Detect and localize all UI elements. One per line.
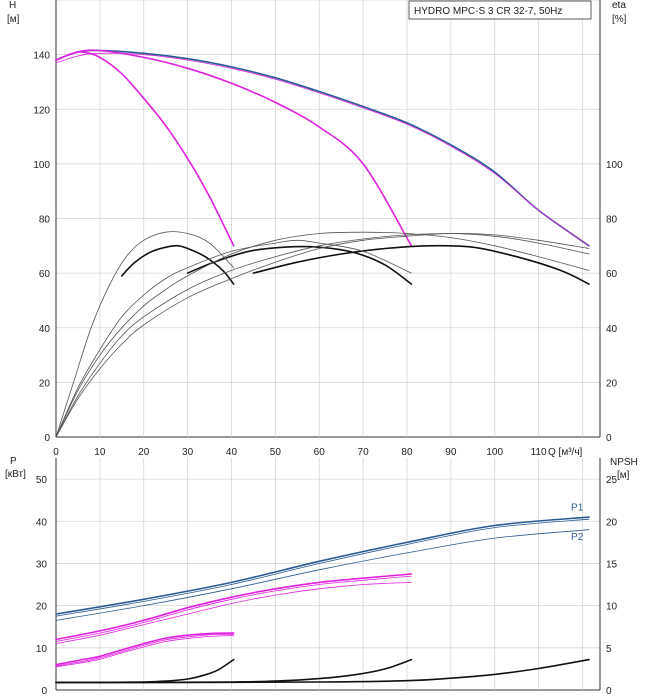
P1-curve [55,516,590,615]
head-tick-label: 40 [39,324,51,335]
power-tick-label: 50 [36,475,48,486]
efficiency-thin-curve [55,231,590,438]
npsh-tick-label: 15 [606,559,618,570]
eta-tick-label: 80 [606,215,618,226]
P2-curve [55,582,412,644]
eta-tick-label: 20 [606,378,618,389]
P1-curve [55,573,413,641]
head-tick-label: 60 [39,269,51,280]
NPSH-curve [55,658,413,684]
head-tick-label: 100 [33,160,50,171]
power-grid: 0 10 20 30 40 50 0 5 10 15 20 25 [36,458,618,697]
flow-tick-label: 50 [270,447,282,458]
P1-thin-curve [55,518,590,617]
flow-tick-label: 10 [94,447,106,458]
NPSH-curve [55,658,590,684]
head-curve [55,49,413,247]
flow-tick-labels: 0 10 20 30 40 50 60 70 80 90 100 110 [53,447,547,458]
power-tick-label: 30 [36,559,48,570]
power-tick-label: 0 [41,686,47,697]
npsh-tick-label: 5 [606,644,612,655]
head-curve [55,51,235,247]
flow-tick-label: 100 [486,447,503,458]
efficiency-curve [186,245,413,285]
head-tick-label: 140 [33,51,50,62]
head-grid: 0 20 40 60 80 100 120 140 0 20 40 60 80 100 [33,0,623,444]
power-axis-label: P [10,456,17,467]
efficiency-thin-curve [55,239,412,438]
power-npsh-curves [55,516,590,684]
flow-axis-label: Q [м³/ч] [548,447,583,458]
npsh-tick-label: 25 [606,475,618,486]
power-tick-label: 40 [36,517,48,528]
flow-tick-label: 40 [226,447,238,458]
efficiency-thin-curve [55,231,235,438]
power-tick-label: 20 [36,602,48,613]
npsh-axis-label: NPSH [610,457,638,468]
flow-tick-label: 90 [445,447,457,458]
head-curve [55,49,590,247]
P1-thin-curve [55,633,235,667]
flow-tick-label: 110 [531,447,547,458]
flow-tick-label: 20 [138,447,150,458]
eta-tick-label: 100 [606,160,623,171]
npsh-tick-label: 0 [606,686,612,697]
flow-tick-label: 60 [314,447,326,458]
head-tick-label: 20 [39,378,51,389]
P1-thin-curve [55,575,412,642]
P2-curve [55,529,590,621]
npsh-tick-label: 20 [606,517,618,528]
series-label-p2: P2 [571,532,584,543]
flow-tick-label: 80 [401,447,413,458]
eta-tick-label: 0 [606,433,612,444]
flow-tick-label: 0 [53,447,59,458]
npsh-tick-label: 10 [606,602,618,613]
head-efficiency-curves [55,49,590,438]
chart-title: HYDRO MPC-S 3 CR 32-7, 50Hz [414,6,562,17]
head-tick-label: 80 [39,215,51,226]
npsh-axis-unit: [м] [617,470,630,481]
power-tick-label: 10 [36,644,48,655]
power-axis-unit: [кВт] [5,469,26,480]
title-box [408,0,592,20]
efficiency-curve [252,244,590,285]
power-series-labels: P1 P2 [571,503,584,544]
head-tick-label: 120 [33,105,50,116]
NPSH-curve [55,658,235,684]
efficiency-thin-curve [55,233,590,438]
eta-axis-unit: [%] [612,14,627,25]
efficiency-curve [121,244,235,285]
flow-tick-label: 30 [182,447,194,458]
efficiency-thin-curve [55,233,590,438]
P2-curve [55,635,235,668]
head-axis-unit: [м] [7,14,20,25]
head-axis-label: H [9,0,16,11]
series-label-p1: P1 [571,503,584,514]
eta-tick-label: 40 [606,324,618,335]
P1-curve [55,632,235,666]
eta-axis-label: eta [612,0,626,11]
head-tick-label: 0 [44,433,50,444]
head-thin-curve [55,52,590,247]
eta-tick-label: 60 [606,269,618,280]
flow-tick-label: 70 [358,447,370,458]
